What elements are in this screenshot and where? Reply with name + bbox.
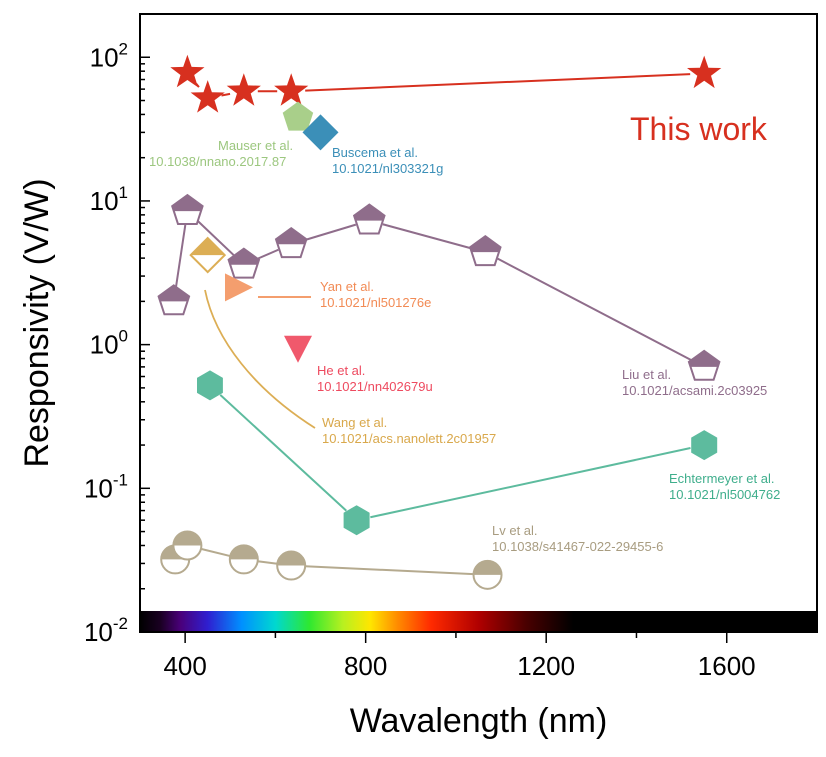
marker-lv-et-al-1 xyxy=(172,530,203,561)
plot-frame xyxy=(139,13,818,633)
series-line-echtermeyer-et-al xyxy=(370,447,691,519)
marker-lv-et-al-3 xyxy=(276,550,307,581)
marker-liu-et-al-0 xyxy=(157,284,191,316)
series-line-this-work xyxy=(221,92,231,97)
label-liu-et-al-doi: 10.1021/acsami.2c03925 xyxy=(622,383,767,398)
label-he-et-al-name: He et al. xyxy=(317,363,365,378)
marker-this-work-2 xyxy=(226,73,261,106)
marker-echtermeyer-et-al-1 xyxy=(343,505,370,536)
y-axis-title: Responsivity (V/W) xyxy=(18,178,56,467)
marker-this-work-0 xyxy=(170,54,205,88)
marker-liu-et-al-1 xyxy=(171,193,204,225)
marker-liu-et-al-6 xyxy=(687,349,721,381)
y-tick-label: 102 xyxy=(90,39,128,72)
series-line-lv-et-al xyxy=(200,547,231,558)
marker-echtermeyer-et-al-0 xyxy=(197,370,223,401)
marker-echtermeyer-et-al-2 xyxy=(691,430,718,461)
y-tick-label: 10-1 xyxy=(84,470,128,503)
marker-liu-et-al-5 xyxy=(468,234,502,267)
marker-wang-et-al-0 xyxy=(189,236,227,274)
label-mauser-et-al-name: Mauser et al. xyxy=(218,138,293,153)
x-tick-label: 1600 xyxy=(698,651,756,681)
series-line-liu-et-al xyxy=(256,248,279,261)
series-line-liu-et-al xyxy=(497,257,693,362)
x-tick-label: 1200 xyxy=(517,651,575,681)
marker-lv-et-al-2 xyxy=(228,544,259,575)
series-line-this-work xyxy=(305,73,691,92)
x-tick-label: 400 xyxy=(163,651,206,681)
label-yan-et-al-name: Yan et al. xyxy=(320,279,374,294)
y-tick-label: 101 xyxy=(90,183,128,216)
series-line-liu-et-al xyxy=(196,220,235,256)
x-tick-label: 800 xyxy=(344,651,387,681)
series-line-echtermeyer-et-al xyxy=(219,394,348,512)
x-axis-title: Wavalength (nm) xyxy=(350,702,608,740)
marker-liu-et-al-4 xyxy=(352,203,386,235)
y-tick-label: 100 xyxy=(90,327,128,360)
marker-lv-et-al-4 xyxy=(472,559,503,590)
label-wang-et-al-doi: 10.1021/acs.nanolett.2c01957 xyxy=(322,431,496,446)
marker-this-work-1 xyxy=(190,80,225,113)
label-buscema-et-al-name: Buscema et al. xyxy=(332,145,418,160)
marker-yan-et-al-0 xyxy=(225,273,253,302)
label-echtermeyer-et-al-name: Echtermeyer et al. xyxy=(669,471,775,486)
marker-this-work-4 xyxy=(687,55,722,89)
y-tick-label: 10-2 xyxy=(84,614,128,647)
label-lv-et-al-doi: 10.1038/s41467-022-29455-6 xyxy=(492,539,663,554)
label-echtermeyer-et-al-doi: 10.1021/nl5004762 xyxy=(669,487,780,502)
leader-wang xyxy=(204,289,316,429)
label-liu-et-al-name: Liu et al. xyxy=(622,367,671,382)
series-line-liu-et-al xyxy=(382,223,473,250)
visible-spectrum-bar xyxy=(140,611,817,632)
label-lv-et-al-name: Lv et al. xyxy=(492,523,538,538)
label-mauser-et-al-doi: 10.1038/nnano.2017.87 xyxy=(149,154,286,169)
series-line-lv-et-al xyxy=(305,565,474,576)
marker-this-work-3 xyxy=(274,73,309,106)
marker-liu-et-al-2 xyxy=(227,247,261,279)
marker-he-et-al-0 xyxy=(284,335,312,363)
label-buscema-et-al-doi: 10.1021/nl303321g xyxy=(332,161,443,176)
label-he-et-al-doi: 10.1021/nn402679u xyxy=(317,379,433,394)
series-line-lv-et-al xyxy=(257,560,278,565)
label-yan-et-al-doi: 10.1021/nl501276e xyxy=(320,295,431,310)
series-line-liu-et-al xyxy=(174,224,187,288)
label-wang-et-al-name: Wang et al. xyxy=(322,415,387,430)
label-this-work-name: This work xyxy=(630,111,768,147)
marker-mauser-et-al-0 xyxy=(282,101,314,131)
marker-buscema-et-al-0 xyxy=(302,114,339,151)
marker-liu-et-al-3 xyxy=(274,226,308,259)
series-line-liu-et-al xyxy=(304,223,357,242)
